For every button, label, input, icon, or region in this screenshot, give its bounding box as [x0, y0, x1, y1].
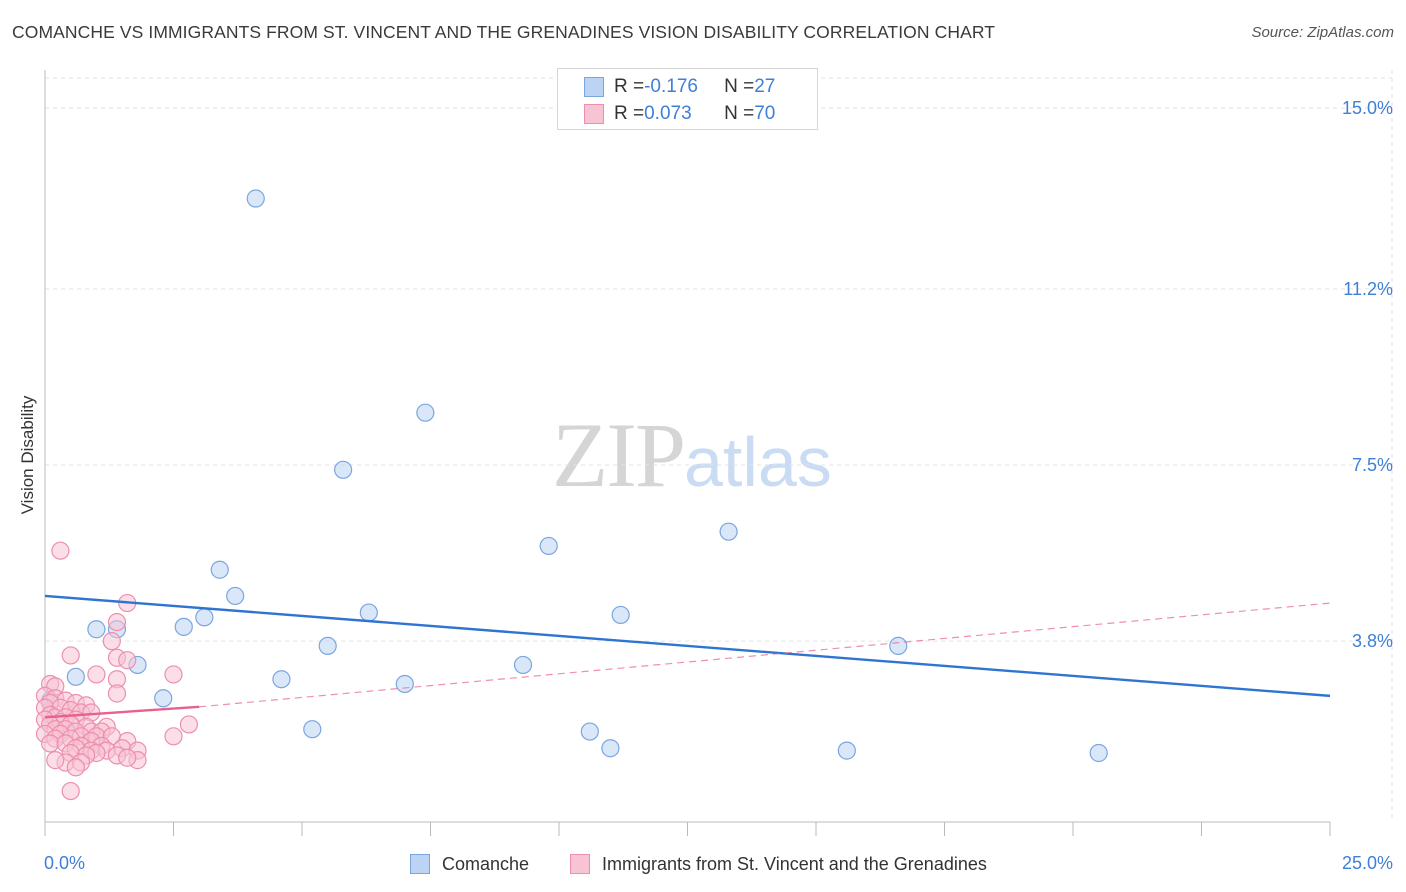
- legend-n-label: N =: [724, 76, 755, 97]
- legend-n-label: N =: [724, 103, 755, 124]
- bottom-legend-comanche: Comanche: [410, 852, 529, 876]
- data-point-comanche: [318, 636, 337, 655]
- legend-n-value: 27: [754, 76, 776, 97]
- data-point-svg: [51, 541, 70, 560]
- data-point-comanche: [580, 722, 599, 741]
- legend-n-value: 70: [754, 103, 776, 124]
- data-point-comanche: [719, 522, 738, 541]
- watermark-atlas: atlas: [684, 423, 832, 501]
- source-label: Source: ZipAtlas.com: [1251, 24, 1394, 41]
- x-tick-label: 25.0%: [1342, 853, 1393, 873]
- data-point-comanche: [395, 674, 414, 694]
- stats-legend: R = -0.176 N = 27 R = 0.073 N = 70: [557, 68, 818, 130]
- data-point-svg: [107, 613, 127, 632]
- y-tick-label: 15.0%: [1342, 98, 1393, 118]
- legend-swatch-svg: [584, 104, 604, 124]
- data-point-comanche: [1089, 743, 1108, 763]
- bottom-legend-swatch-comanche: [410, 854, 430, 874]
- data-point-svg: [118, 748, 137, 767]
- y-tick-label: 3.8%: [1352, 631, 1393, 651]
- data-point-comanche: [513, 655, 533, 675]
- data-point-svg: [61, 781, 80, 801]
- data-points: [35, 189, 1108, 801]
- tick-labels: 3.8% 7.5% 11.2% 15.0% 0.0% 25.0%: [44, 98, 1393, 873]
- data-point-comanche: [210, 560, 229, 579]
- data-point-svg: [164, 727, 183, 746]
- data-point-comanche: [174, 617, 193, 636]
- x-tick-label: 0.0%: [44, 853, 85, 873]
- trend-lines: [44, 594, 1331, 719]
- data-point-comanche: [246, 189, 265, 208]
- data-point-comanche: [416, 403, 435, 422]
- data-point-svg: [61, 646, 80, 665]
- data-point-comanche: [359, 603, 378, 622]
- data-point-comanche: [87, 620, 106, 639]
- data-point-comanche: [889, 636, 908, 655]
- data-point-svg: [164, 665, 183, 684]
- axes: [44, 70, 1331, 836]
- bottom-legend-label-comanche: Comanche: [442, 853, 530, 874]
- data-point-comanche: [837, 741, 856, 760]
- legend-r-label: R =: [614, 103, 645, 124]
- data-point-svg: [179, 715, 199, 734]
- data-point-comanche: [601, 739, 620, 758]
- legend-r-label: R =: [614, 76, 645, 97]
- legend-r-value: -0.176: [644, 76, 698, 97]
- grid-lines: [45, 70, 1393, 822]
- chart-title: COMANCHE VS IMMIGRANTS FROM ST. VINCENT …: [12, 22, 996, 42]
- trend-extension-svg: [199, 602, 1331, 708]
- y-tick-label: 11.2%: [1343, 279, 1393, 299]
- data-point-comanche: [303, 720, 322, 739]
- data-point-svg: [66, 758, 85, 777]
- y-tick-label: 7.5%: [1352, 455, 1393, 475]
- bottom-legend-swatch-svg: [570, 854, 590, 874]
- data-point-svg: [46, 751, 65, 770]
- data-point-comanche: [611, 605, 630, 625]
- data-point-svg: [118, 651, 137, 670]
- data-point-comanche: [66, 667, 85, 686]
- bottom-legend-svg: Immigrants from St. Vincent and the Gren…: [570, 852, 987, 876]
- legend-r-value: 0.073: [644, 103, 692, 124]
- trend-line-svg: [44, 705, 200, 719]
- data-point-svg: [41, 734, 60, 753]
- data-point-svg: [87, 665, 106, 684]
- data-point-comanche: [539, 536, 558, 556]
- watermark-zip: ZIP: [552, 404, 686, 506]
- data-point-comanche: [226, 586, 245, 606]
- data-point-comanche: [334, 460, 353, 479]
- data-point-comanche: [272, 670, 291, 689]
- legend-row-svg: R = 0.073 N = 70: [584, 102, 775, 126]
- data-point-comanche: [195, 608, 214, 627]
- trend-line-comanche: [44, 594, 1331, 698]
- data-point-comanche: [154, 689, 173, 708]
- watermark: ZIPatlas: [552, 402, 832, 508]
- legend-row-comanche: R = -0.176 N = 27: [584, 75, 775, 99]
- data-point-svg: [102, 632, 121, 651]
- bottom-legend-label-svg: Immigrants from St. Vincent and the Gren…: [602, 853, 987, 874]
- data-point-svg: [107, 684, 127, 703]
- legend-swatch-comanche: [584, 77, 604, 97]
